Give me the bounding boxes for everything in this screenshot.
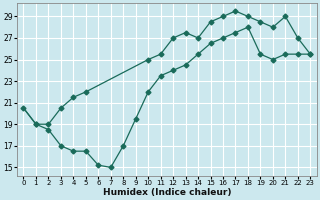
X-axis label: Humidex (Indice chaleur): Humidex (Indice chaleur) [103, 188, 231, 197]
